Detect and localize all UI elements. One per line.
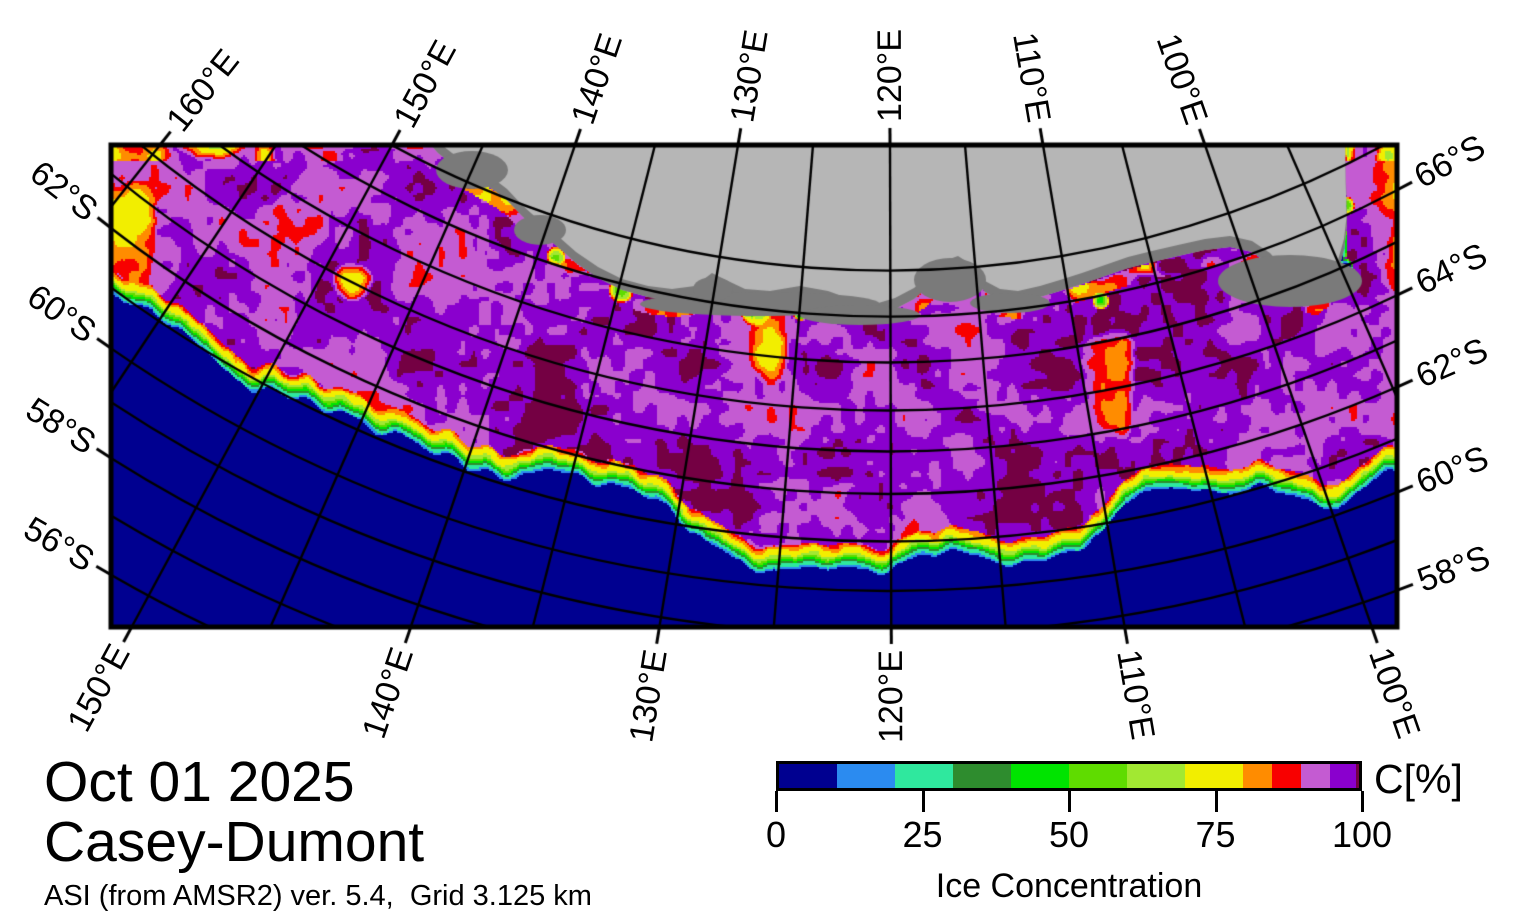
- colorbar-tick-value: 75: [1195, 814, 1236, 855]
- colorbar-segment: [1356, 764, 1359, 788]
- colorbar-segment: [837, 764, 895, 788]
- colorbar-tick-mark: [1068, 791, 1071, 812]
- lon-label-top: 120°E: [870, 28, 909, 123]
- colorbar-segment: [895, 764, 953, 788]
- colorbar-segment: [1069, 764, 1127, 788]
- colorbar-tick-value: 0: [765, 814, 787, 855]
- colorbar-tick-value: 100: [1331, 814, 1393, 855]
- colorbar-tick-value: 25: [902, 814, 943, 855]
- colorbar-segment: [1011, 764, 1069, 788]
- colorbar-tick-mark: [921, 791, 925, 812]
- colorbar-tick-labels: 0 25 50 75 100: [766, 814, 1392, 855]
- colorbar-segment: [1330, 764, 1357, 788]
- lon-label-bottom: 120°E: [872, 649, 911, 744]
- colorbar-ticks: [775, 791, 1364, 813]
- colorbar-segment: [1243, 764, 1272, 788]
- figure-date: Oct 01 2025: [44, 750, 355, 814]
- colorbar-tick-mark: [1214, 791, 1218, 812]
- colorbar-segment: [1272, 764, 1301, 788]
- colorbar-tick-value: 50: [1048, 814, 1090, 855]
- colorbar-segment: [1301, 764, 1330, 788]
- colorbar-segment: [1185, 764, 1243, 788]
- colorbar-axis-label: Ice Concentration: [935, 867, 1203, 905]
- colorbar-unit-label: C[%]: [1374, 756, 1463, 802]
- colorbar-segments: [779, 764, 1359, 788]
- colorbar-tick-mark: [1361, 791, 1364, 812]
- figure-product-info: ASI (from AMSR2) ver. 5.4, Grid 3.125 km: [44, 880, 592, 912]
- colorbar-tick-mark: [775, 791, 778, 812]
- colorbar-segment: [953, 764, 1011, 788]
- colorbar-segment: [1127, 764, 1185, 788]
- figure-region: Casey-Dumont: [44, 810, 425, 874]
- colorbar-segment: [779, 764, 837, 788]
- title-block: Oct 01 2025 Casey-Dumont ASI (from AMSR2…: [44, 752, 592, 914]
- colorbar: [776, 761, 1362, 791]
